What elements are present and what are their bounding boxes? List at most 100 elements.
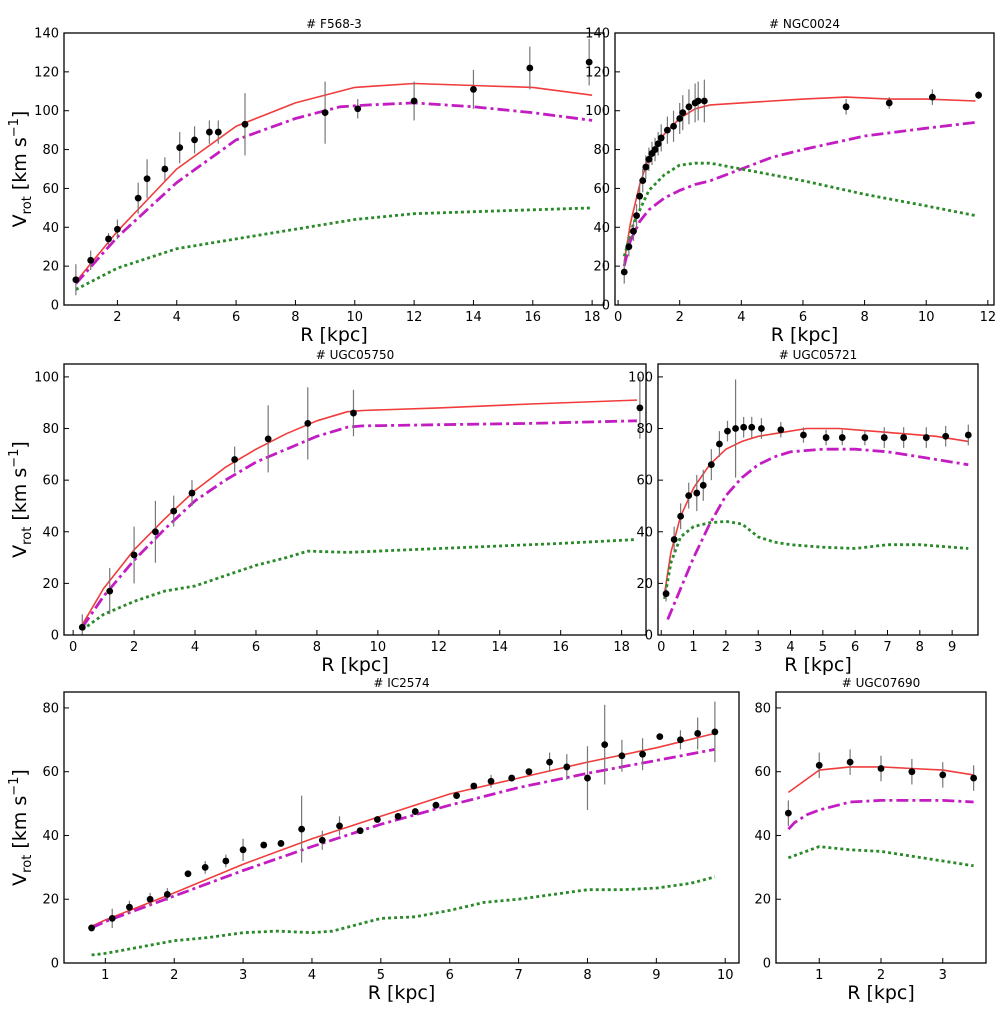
data-point: [975, 91, 982, 99]
x-tick-label: 1: [689, 640, 697, 655]
x-tick-label: 14: [491, 640, 508, 655]
panel-title: # UGC07690: [842, 676, 921, 690]
y-label-close: ]: [9, 441, 31, 448]
curve-halo: [787, 845, 974, 868]
data-point: [239, 846, 247, 854]
data-point: [651, 146, 659, 153]
panel-title: # NGC0024: [769, 17, 840, 31]
x-tick-label: 3: [939, 968, 947, 983]
curve-total: [663, 427, 969, 594]
data-point: [453, 792, 461, 800]
y-label-sup: −1: [7, 118, 22, 137]
x-tick-label: 8: [860, 310, 868, 325]
x-tick-label: 16: [525, 310, 542, 325]
y-tick-label: 80: [636, 422, 653, 437]
data-point: [546, 758, 553, 766]
y-tick-label: 80: [754, 701, 771, 716]
y-tick-label: 100: [585, 104, 610, 119]
data-point: [222, 857, 230, 865]
x-tick-label: 7: [514, 968, 522, 983]
y-axis-label: Vrot [km s−1]: [7, 441, 35, 558]
data-point: [732, 425, 739, 432]
data-point: [645, 155, 653, 163]
data-point: [134, 194, 142, 202]
data-point: [822, 434, 830, 441]
data-point: [163, 891, 171, 898]
y-label-sub: rot: [20, 855, 35, 873]
x-tick-label: 4: [173, 310, 181, 325]
y-tick-label: 80: [42, 143, 59, 158]
data-point: [620, 268, 628, 276]
data-point: [336, 822, 343, 830]
x-tick-label: 5: [819, 640, 827, 655]
data-point: [699, 481, 707, 489]
y-label-sup: −1: [7, 449, 22, 468]
data-point: [685, 103, 693, 111]
y-tick-label: 100: [628, 370, 653, 385]
data-point: [411, 808, 419, 815]
data-point: [126, 903, 133, 911]
y-tick-label: 60: [42, 182, 59, 197]
y-tick-label: 40: [636, 525, 653, 540]
data-point: [146, 895, 154, 903]
y-tick-label: 60: [42, 474, 59, 489]
data-point: [184, 870, 192, 878]
data-point: [191, 136, 198, 144]
y-tick-label: 140: [34, 27, 59, 42]
data-point: [838, 434, 846, 441]
data-point: [758, 425, 765, 432]
x-tick-label: 4: [737, 310, 745, 325]
data-point: [964, 431, 972, 439]
data-point: [846, 758, 854, 766]
data-point: [657, 134, 665, 142]
y-tick-label: 0: [51, 957, 59, 972]
y-tick-label: 60: [593, 182, 610, 197]
data-point: [694, 97, 702, 105]
data-point: [748, 423, 756, 431]
data-point: [625, 243, 633, 251]
x-tick-label: 10: [346, 310, 363, 325]
y-tick-label: 40: [42, 525, 59, 540]
x-tick-label: 6: [799, 310, 807, 325]
x-tick-label: 3: [239, 968, 247, 983]
data-layer: [662, 379, 972, 621]
data-point: [800, 431, 807, 439]
plot-frame: [63, 363, 647, 636]
plot-frame: [63, 32, 605, 306]
y-tick-label: 140: [585, 27, 610, 42]
x-tick-label: 4: [308, 968, 316, 983]
x-tick-label: 9: [948, 640, 956, 655]
y-tick-label: 20: [42, 893, 59, 908]
data-point: [922, 434, 930, 441]
x-tick-label: 4: [786, 640, 794, 655]
data-point: [356, 827, 364, 835]
plot-frame: [657, 363, 979, 636]
panel-title: # UGC05750: [316, 348, 395, 362]
data-point: [685, 492, 693, 500]
y-label-main: V: [9, 873, 31, 886]
panel-5: # IC2574 1 2 3 4 5 6 7 8 9 10 0 20 40 60 80 R [kpc] Vrot …: [7, 676, 740, 1004]
y-label-units: [km s: [9, 137, 31, 196]
data-point: [470, 85, 477, 93]
data-point: [394, 812, 402, 820]
data-point: [231, 456, 239, 463]
x-tick-label: 6: [446, 968, 454, 983]
data-layer: [620, 79, 982, 284]
x-tick-label: 8: [583, 968, 591, 983]
data-point: [432, 801, 440, 809]
data-layer: [78, 376, 644, 635]
x-tick-label: 6: [252, 640, 260, 655]
data-point: [639, 177, 647, 185]
x-axis-label: R [kpc]: [847, 982, 915, 1004]
panel-3: # UGC05750 0 2 4 6 8 10 12 14 16 18 0 20 40 60 80 100 R […: [7, 348, 647, 676]
y-label-sup: −1: [7, 777, 22, 796]
data-point: [277, 840, 285, 847]
y-tick-label: 20: [42, 260, 59, 275]
data-point: [970, 774, 978, 782]
data-point: [642, 163, 650, 171]
y-tick-label: 0: [645, 629, 653, 644]
data-point: [784, 809, 792, 817]
curve-total: [623, 96, 976, 263]
